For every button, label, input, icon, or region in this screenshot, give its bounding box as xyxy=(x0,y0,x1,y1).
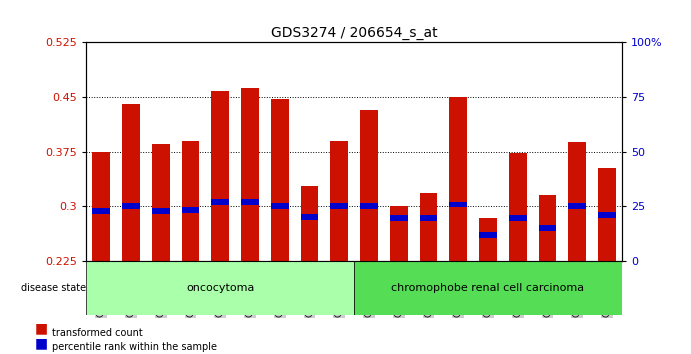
Bar xyxy=(122,104,140,261)
Bar xyxy=(598,212,616,218)
Bar xyxy=(122,203,140,209)
Bar xyxy=(509,216,527,221)
Bar xyxy=(182,141,200,261)
Bar xyxy=(93,152,110,261)
Bar xyxy=(152,144,170,261)
Bar xyxy=(449,202,467,207)
Bar xyxy=(419,216,437,221)
Bar xyxy=(241,200,259,205)
Bar xyxy=(152,208,170,214)
Bar xyxy=(301,186,319,261)
Bar xyxy=(538,225,556,231)
Text: ■: ■ xyxy=(35,336,48,350)
Bar xyxy=(390,216,408,221)
Bar xyxy=(360,110,378,261)
Bar xyxy=(330,203,348,209)
Bar xyxy=(93,208,110,214)
Bar xyxy=(241,88,259,261)
Bar xyxy=(449,97,467,261)
FancyBboxPatch shape xyxy=(86,261,354,315)
Bar xyxy=(211,200,229,205)
FancyBboxPatch shape xyxy=(354,261,622,315)
Bar xyxy=(419,193,437,261)
Text: percentile rank within the sample: percentile rank within the sample xyxy=(52,342,217,352)
Bar xyxy=(271,99,289,261)
Bar xyxy=(182,207,200,212)
Bar xyxy=(598,167,616,261)
Bar xyxy=(538,195,556,261)
Text: transformed count: transformed count xyxy=(52,328,142,338)
Bar xyxy=(568,203,586,209)
Text: chromophobe renal cell carcinoma: chromophobe renal cell carcinoma xyxy=(392,283,585,293)
Bar xyxy=(211,91,229,261)
Text: ■: ■ xyxy=(35,322,48,336)
Bar xyxy=(479,218,497,261)
Bar xyxy=(330,141,348,261)
Bar xyxy=(390,206,408,261)
Text: disease state: disease state xyxy=(21,283,86,293)
Bar xyxy=(301,214,319,220)
Bar xyxy=(360,203,378,209)
Title: GDS3274 / 206654_s_at: GDS3274 / 206654_s_at xyxy=(271,26,437,40)
Text: oncocytoma: oncocytoma xyxy=(186,283,254,293)
Bar xyxy=(568,142,586,261)
Bar xyxy=(479,232,497,238)
Bar xyxy=(509,153,527,261)
Bar xyxy=(271,203,289,209)
